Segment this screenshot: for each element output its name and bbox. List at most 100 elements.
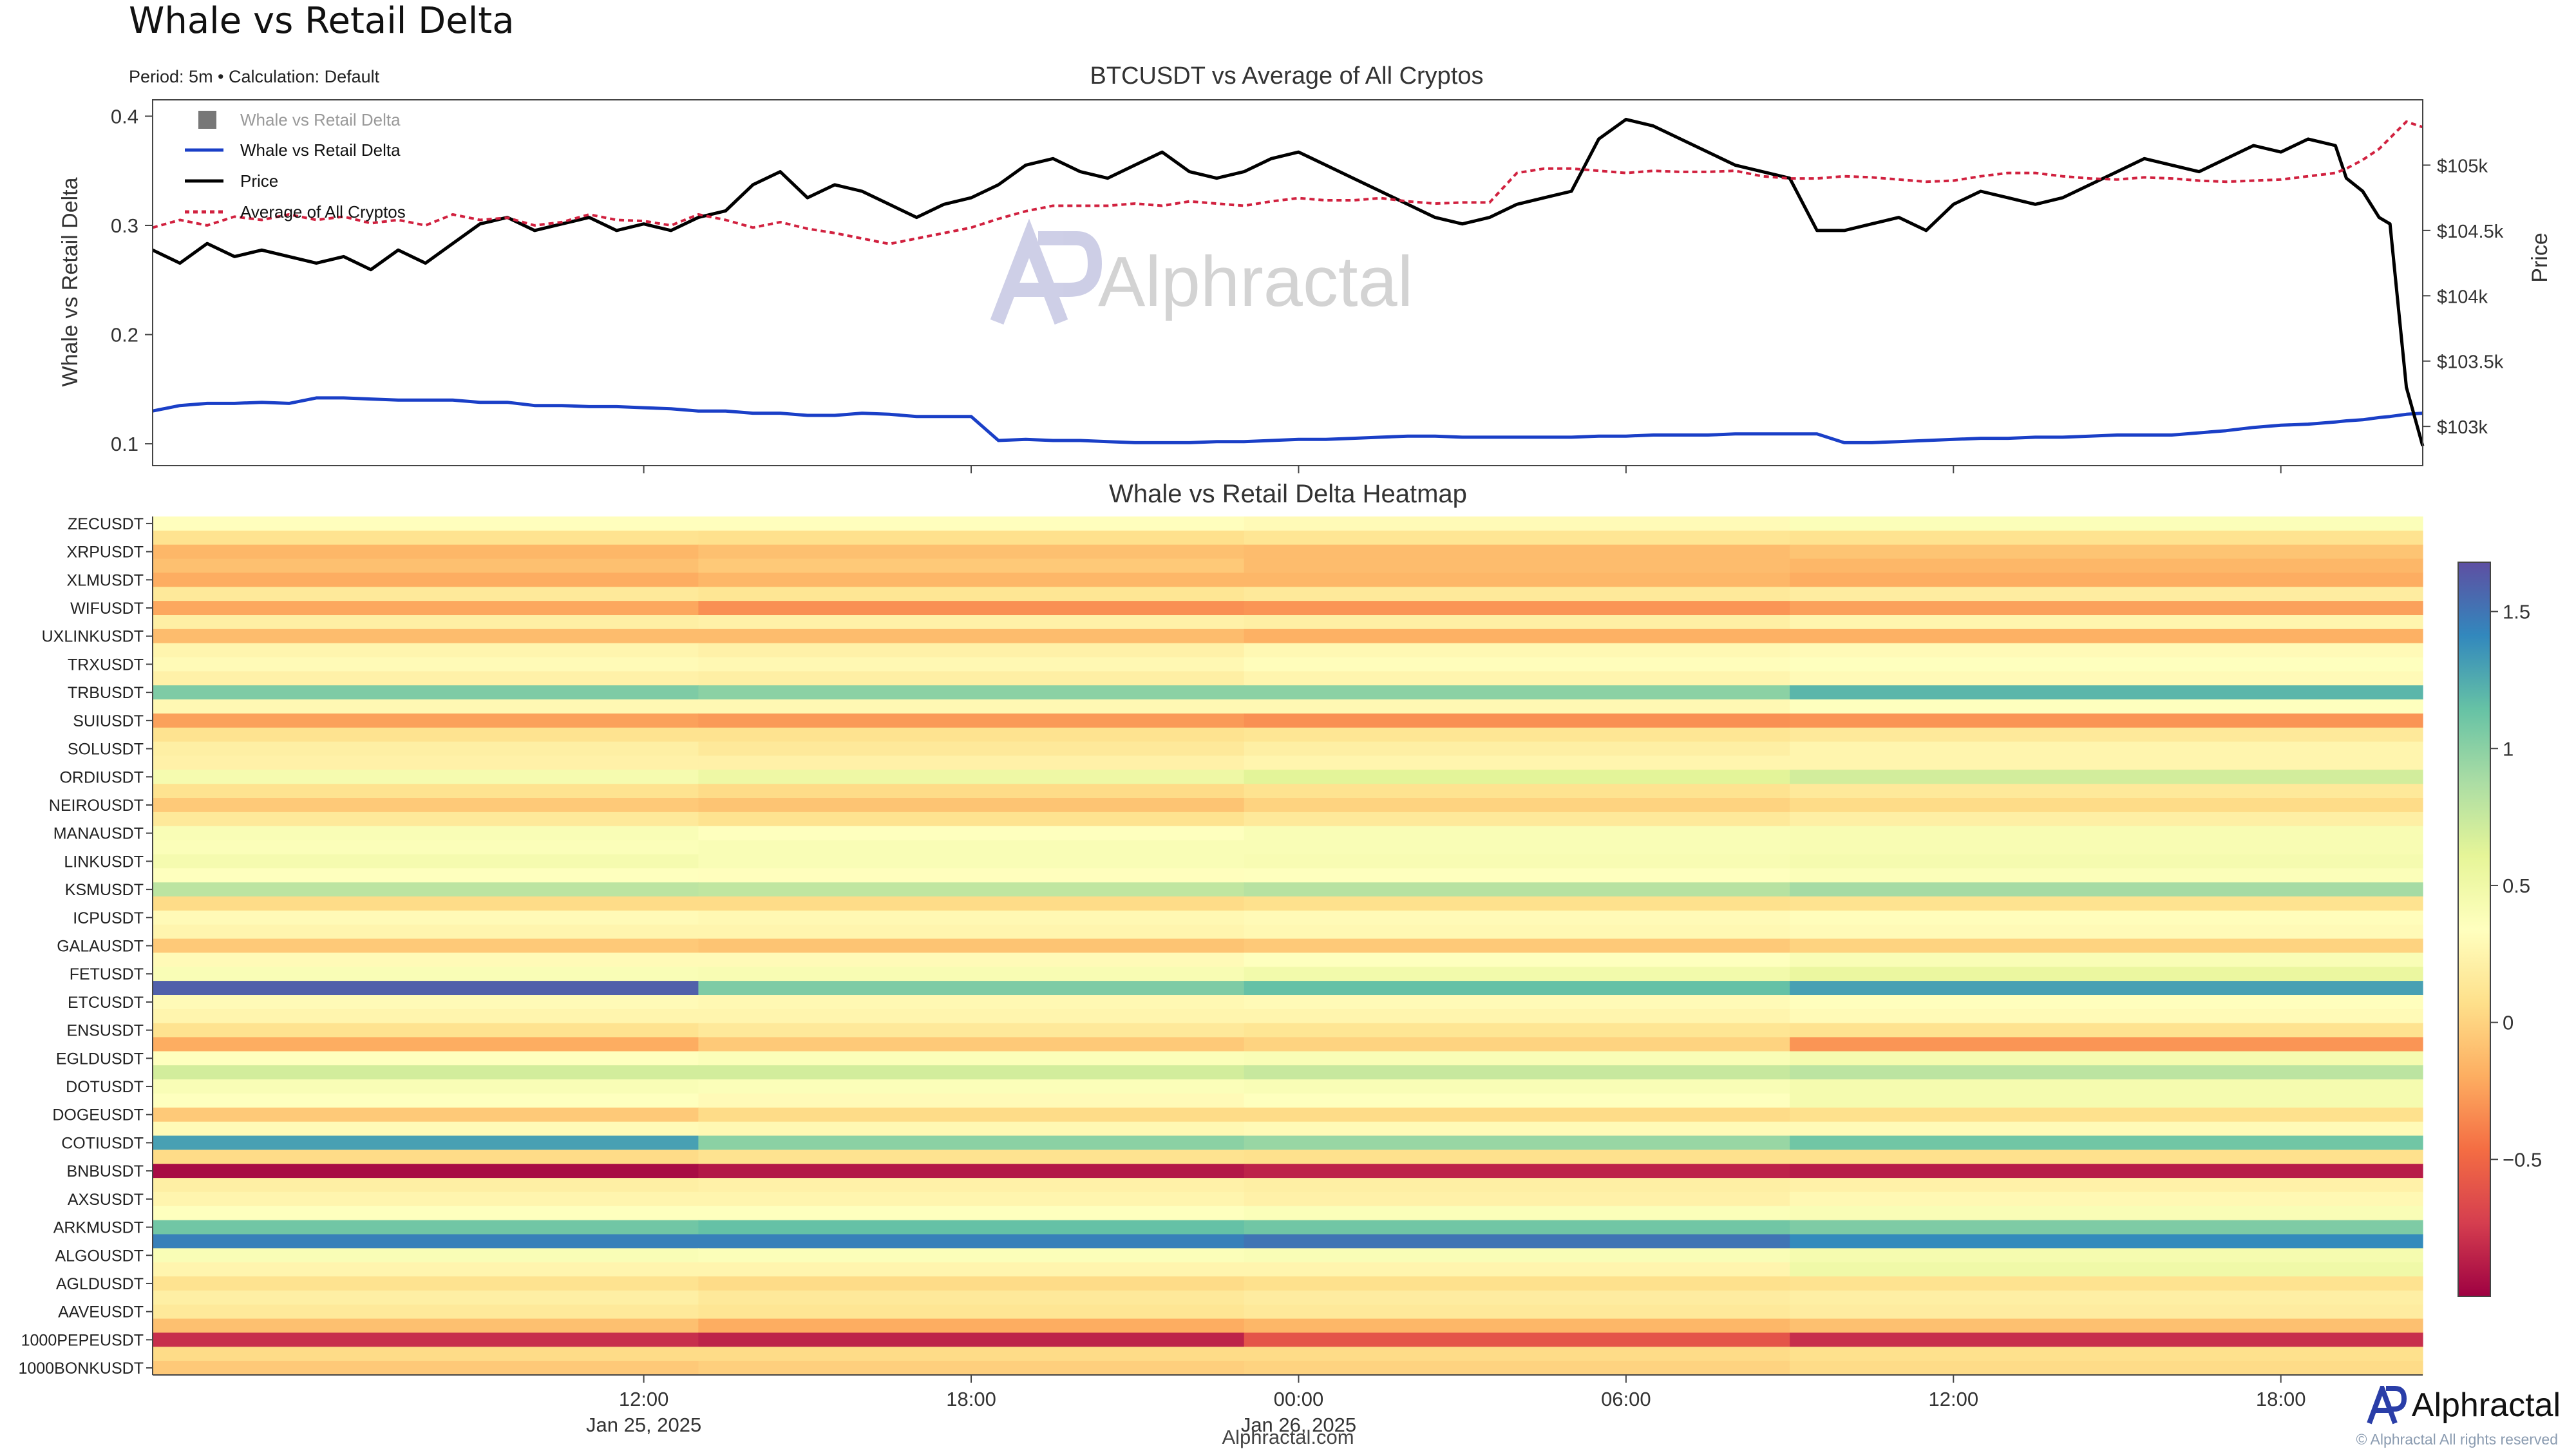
heatmap-row-label: EGLDUSDT <box>56 1050 144 1068</box>
heatmap-cell <box>153 615 699 630</box>
x-tick-label: 18:00 <box>2256 1388 2306 1410</box>
series-line-delta <box>152 396 2423 444</box>
heatmap-cell <box>153 896 699 911</box>
heatmap-cell <box>1244 1206 1790 1221</box>
heatmap-cell <box>1790 1065 2423 1080</box>
colorbar-tick-label: −0.5 <box>2503 1148 2542 1171</box>
heatmap-cell <box>698 952 1245 967</box>
heatmap-cell <box>698 1234 1245 1249</box>
heatmap-cell <box>153 1079 699 1094</box>
heatmap-cell <box>698 1037 1245 1052</box>
heatmap-row-label: 1000BONKUSDT <box>18 1359 144 1378</box>
heatmap-cell <box>1244 1107 1790 1122</box>
heatmap-cell <box>1790 1094 2423 1108</box>
heatmap-cell <box>698 530 1245 545</box>
heatmap-cell <box>1244 601 1790 616</box>
heatmap-cell <box>1244 924 1790 940</box>
heatmap-cell <box>698 516 1245 531</box>
heatmap-cell <box>153 601 699 616</box>
heatmap-cell <box>698 699 1245 714</box>
colorbar-tick-label: 0.5 <box>2503 875 2530 897</box>
heatmap-cell <box>153 868 699 883</box>
heatmap-cell <box>1244 1318 1790 1334</box>
heatmap-cell <box>1790 1051 2423 1066</box>
colorbar-tick-label: 0 <box>2503 1012 2514 1034</box>
heatmap-cell <box>698 643 1245 658</box>
heatmap-cell <box>1790 1164 2423 1179</box>
heatmap-cell <box>1790 1262 2423 1277</box>
heatmap-cell <box>1244 1164 1790 1179</box>
heatmap-cell <box>1244 981 1790 996</box>
line-chart-title: BTCUSDT vs Average of All Cryptos <box>1090 62 1483 90</box>
x-tick-label: 06:00 <box>1601 1388 1651 1410</box>
heatmap-cell <box>1244 1248 1790 1263</box>
heatmap-cell <box>153 1065 699 1080</box>
heatmap-cell <box>698 587 1245 601</box>
heatmap-cell <box>1790 699 2423 714</box>
heatmap-cell <box>1244 811 1790 827</box>
heatmap-cell <box>698 1206 1245 1221</box>
heatmap-cell <box>698 1248 1245 1263</box>
heatmap-cell <box>1790 629 2423 644</box>
heatmap-cell <box>1790 868 2423 883</box>
y-tick-label: 0.1 <box>111 433 138 455</box>
heatmap-cell <box>153 1304 699 1320</box>
heatmap-cell <box>1790 643 2423 658</box>
heatmap-cell <box>1244 1290 1790 1305</box>
heatmap-row-label: UXLINKUSDT <box>42 628 144 646</box>
heatmap-row-label: FETUSDT <box>70 965 144 983</box>
heatmap-cell <box>1790 1220 2423 1235</box>
site-link[interactable]: Alphractal.com <box>1222 1426 1354 1448</box>
heatmap-row-label: AAVEUSDT <box>58 1303 144 1321</box>
heatmap-cell <box>1244 1276 1790 1291</box>
x-axis-top-ticks <box>643 466 2282 473</box>
heatmap-cell <box>1244 727 1790 743</box>
heatmap-cell <box>153 952 699 967</box>
heatmap-cell <box>153 558 699 574</box>
heatmap-cell <box>1790 882 2423 897</box>
heatmap-cell <box>1790 967 2423 981</box>
heatmap-cell <box>1790 910 2423 925</box>
heatmap-row-label: XLMUSDT <box>67 571 144 589</box>
heatmap-cell <box>1790 981 2423 996</box>
heatmap-row-label: LINKUSDT <box>64 853 144 871</box>
heatmap-cell <box>1790 1037 2423 1052</box>
brand-name: Alphractal <box>2411 1387 2561 1424</box>
heatmap-cell <box>153 995 699 1010</box>
heatmap-cell <box>1244 840 1790 855</box>
heatmap-cell <box>1790 573 2423 587</box>
heatmap-cell <box>153 840 699 855</box>
heatmap-cell <box>1244 530 1790 545</box>
heatmap-cell <box>1790 741 2423 757</box>
heatmap-cell <box>153 629 699 644</box>
watermark-logo-icon <box>990 218 1103 325</box>
heatmap-cell <box>153 1191 699 1207</box>
heatmap-cell <box>1244 1094 1790 1108</box>
heatmap-cell <box>698 727 1245 743</box>
heatmap-row-label: ARKMUSDT <box>53 1219 144 1237</box>
x-tick-label: 18:00 <box>946 1388 996 1410</box>
heatmap-row-label: KSMUSDT <box>65 881 144 899</box>
heatmap-cell <box>1244 558 1790 574</box>
heatmap-cell <box>698 755 1245 770</box>
heatmap-cell <box>698 798 1245 813</box>
heatmap-cell <box>153 1262 699 1277</box>
heatmap-cell <box>1244 1051 1790 1066</box>
heatmap-cell <box>1244 713 1790 728</box>
colorbar-tick-label: 1.5 <box>2503 601 2530 623</box>
heatmap-row-label: ORDIUSDT <box>59 768 144 786</box>
heatmap-cell <box>1790 1206 2423 1221</box>
heatmap-cell <box>1244 587 1790 601</box>
heatmap-cell <box>153 1164 699 1179</box>
heatmap-cell <box>1790 1290 2423 1305</box>
heatmap-cell <box>698 558 1245 574</box>
heatmap-row-label: ALGOUSDT <box>55 1247 144 1265</box>
heatmap-cell <box>698 1220 1245 1235</box>
heatmap-cell <box>1244 699 1790 714</box>
colorbar <box>2458 562 2491 1297</box>
y2-axis-label: Price <box>2528 232 2552 282</box>
heatmap-cell <box>698 1276 1245 1291</box>
heatmap-cell <box>1244 755 1790 770</box>
y-tick-label: 0.3 <box>111 214 138 237</box>
heatmap-cell <box>698 1290 1245 1305</box>
